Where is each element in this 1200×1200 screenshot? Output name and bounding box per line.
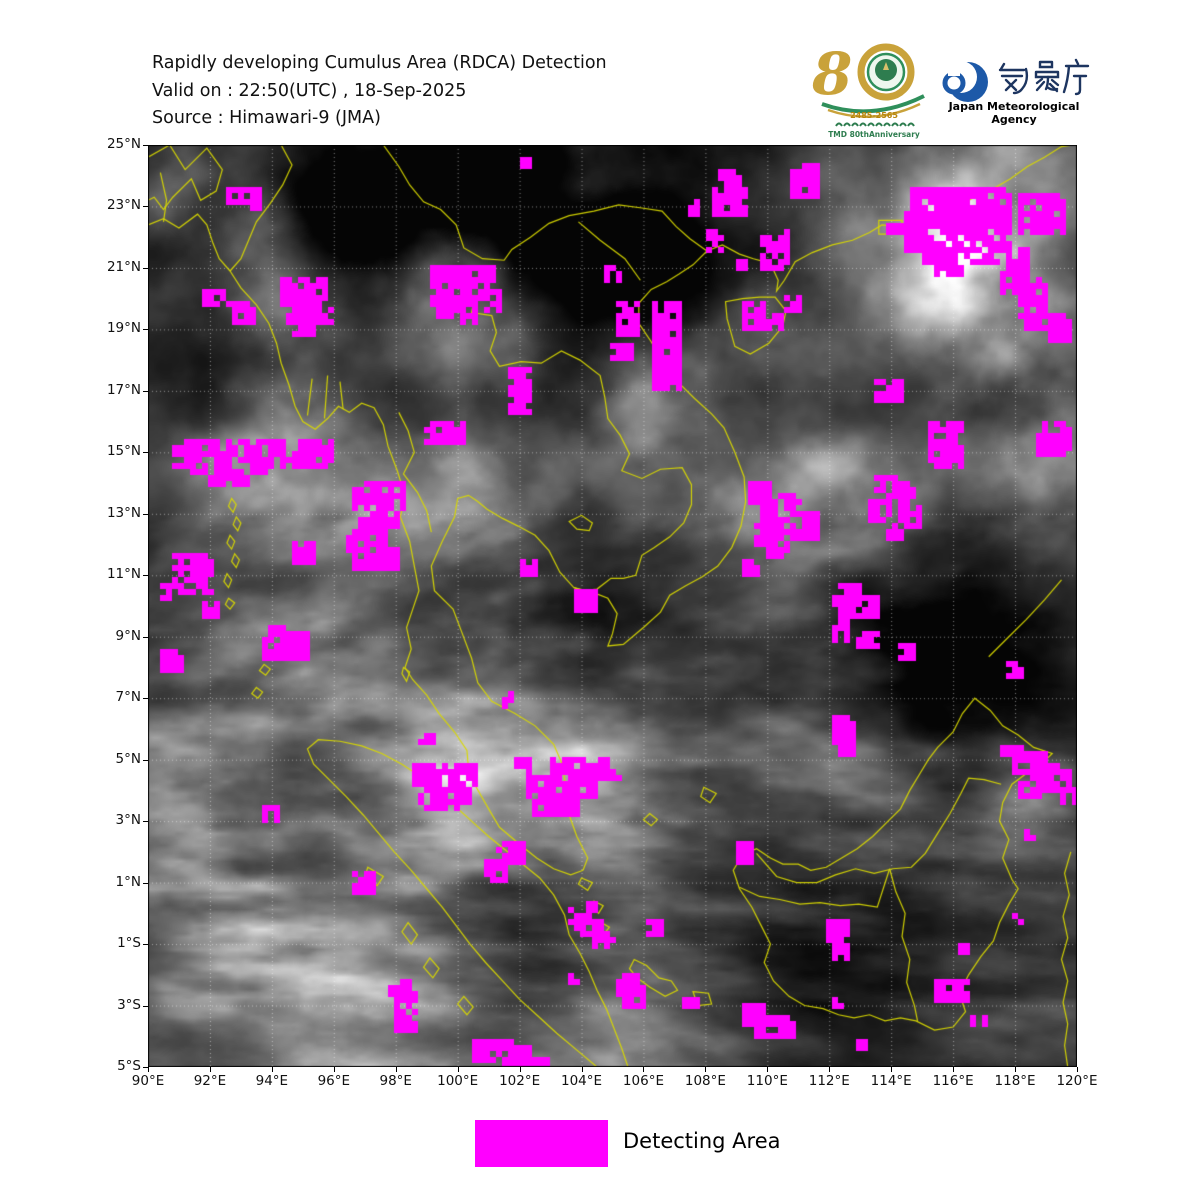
- detecting-area-label: Detecting Area: [623, 1129, 781, 1153]
- x-axis-tick: [457, 1067, 459, 1072]
- y-axis-tick: [143, 759, 148, 761]
- x-axis-tick-label: 120°E: [1056, 1073, 1098, 1089]
- x-axis-tick-label: 116°E: [932, 1073, 974, 1089]
- x-axis-tick: [148, 1067, 149, 1072]
- jma-swirl-icon: [942, 61, 988, 102]
- tmd-80-number-8: 8: [811, 40, 852, 108]
- x-axis-tick: [333, 1067, 335, 1072]
- x-axis-tick: [395, 1067, 397, 1072]
- y-axis-tick-label: 17°N: [106, 381, 141, 398]
- x-axis-tick-label: 106°E: [622, 1073, 664, 1089]
- detecting-area-swatch: [475, 1120, 608, 1167]
- jma-name-english: Japan Meteorological Agency: [948, 100, 1080, 126]
- y-axis-tick-label: 9°N: [115, 627, 141, 644]
- y-axis-tick: [143, 145, 148, 146]
- jma-logo: [938, 56, 1090, 120]
- y-axis-tick-label: 15°N: [106, 443, 141, 460]
- y-axis-tick-label: 3°N: [115, 812, 141, 829]
- y-axis-tick: [143, 1067, 148, 1068]
- x-axis-tick-label: 118°E: [994, 1073, 1036, 1089]
- x-axis-tick-label: 94°E: [255, 1073, 289, 1089]
- y-axis-tick-label: 19°N: [106, 320, 141, 337]
- x-axis-tick-label: 90°E: [131, 1073, 165, 1089]
- y-axis-tick: [143, 267, 148, 269]
- y-axis-tick-label: 7°N: [115, 689, 141, 706]
- jma-kanji-气: [998, 62, 1029, 95]
- x-axis-tick-label: 110°E: [746, 1073, 788, 1089]
- y-axis-tick-label: 5°N: [115, 750, 141, 767]
- x-axis-tick-label: 104°E: [561, 1073, 603, 1089]
- y-axis-tick-label: 25°N: [106, 136, 141, 152]
- tmd-emblem-figure: [883, 62, 889, 70]
- y-axis-tick: [143, 944, 148, 946]
- tmd-80-number-0: [857, 43, 915, 101]
- y-axis-tick: [143, 821, 148, 823]
- tmd-logo-graphic: 8 2485-2565 TMD 80thAnniversary: [811, 40, 925, 139]
- satellite-map: [148, 145, 1077, 1067]
- x-axis-tick: [705, 1067, 707, 1072]
- x-axis-tick: [891, 1067, 893, 1072]
- x-axis-tick: [1015, 1067, 1017, 1072]
- valid-time: Valid on : 22:50(UTC) , 18-Sep-2025: [152, 80, 467, 101]
- y-axis-tick-label: 1°N: [115, 873, 141, 890]
- x-axis-tick: [209, 1067, 211, 1072]
- x-axis-tick-label: 96°E: [317, 1073, 351, 1089]
- jma-kanji-象: [1034, 60, 1060, 93]
- x-axis-tick-label: 92°E: [193, 1073, 227, 1089]
- y-axis-tick-label: 5°S: [117, 1058, 141, 1074]
- x-axis-tick-label: 100°E: [437, 1073, 479, 1089]
- x-axis-tick: [767, 1067, 769, 1072]
- product-title: Rapidly developing Cumulus Area (RDCA) D…: [152, 53, 607, 73]
- x-axis-tick: [519, 1067, 521, 1072]
- tmd-swoosh-gold: [827, 102, 921, 118]
- y-axis-tick: [143, 513, 148, 515]
- jma-kanji-庁: [1062, 58, 1090, 96]
- x-axis-tick: [829, 1067, 831, 1072]
- y-axis-tick-label: 21°N: [106, 258, 141, 275]
- tmd-thai-script: [835, 122, 915, 127]
- x-axis-tick-label: 108°E: [684, 1073, 726, 1089]
- y-axis-tick-label: 3°S: [117, 996, 141, 1013]
- y-axis-tick-label: 11°N: [106, 566, 141, 583]
- tmd-swoosh-green: [821, 94, 925, 114]
- data-source: Source : Himawari-9 (JMA): [152, 108, 381, 128]
- title-block: Rapidly developing Cumulus Area (RDCA) D…: [152, 50, 607, 133]
- x-axis-tick-label: 98°E: [379, 1073, 412, 1089]
- y-axis-tick: [143, 329, 148, 331]
- x-axis-tick-label: 102°E: [499, 1073, 541, 1089]
- y-axis-tick-label: 13°N: [106, 504, 141, 521]
- y-axis-tick: [143, 206, 148, 208]
- tmd-80th-logo: 8 2485-2565 TMD 80thAnniversary: [808, 38, 940, 140]
- jma-logo-graphic: [942, 58, 1090, 102]
- x-axis-tick: [581, 1067, 583, 1072]
- tmd-years: 2485-2565: [850, 111, 898, 120]
- y-axis-tick: [143, 575, 148, 577]
- y-axis-tick-label: 1°S: [117, 935, 141, 952]
- y-axis-tick: [143, 1005, 148, 1007]
- y-axis-tick-label: 23°N: [106, 197, 141, 214]
- y-axis-tick: [143, 698, 148, 700]
- x-axis-tick: [271, 1067, 273, 1072]
- x-axis-tick-label: 112°E: [808, 1073, 850, 1089]
- y-axis-tick: [143, 636, 148, 638]
- y-axis-tick: [143, 452, 148, 454]
- x-axis-tick-label: 114°E: [870, 1073, 912, 1089]
- y-axis-tick: [143, 882, 148, 884]
- x-axis-tick: [643, 1067, 645, 1072]
- x-axis-tick: [953, 1067, 955, 1072]
- y-axis-tick: [143, 390, 148, 392]
- tmd-anniversary-text: TMD 80thAnniversary: [828, 130, 920, 139]
- x-axis-tick: [1077, 1067, 1078, 1072]
